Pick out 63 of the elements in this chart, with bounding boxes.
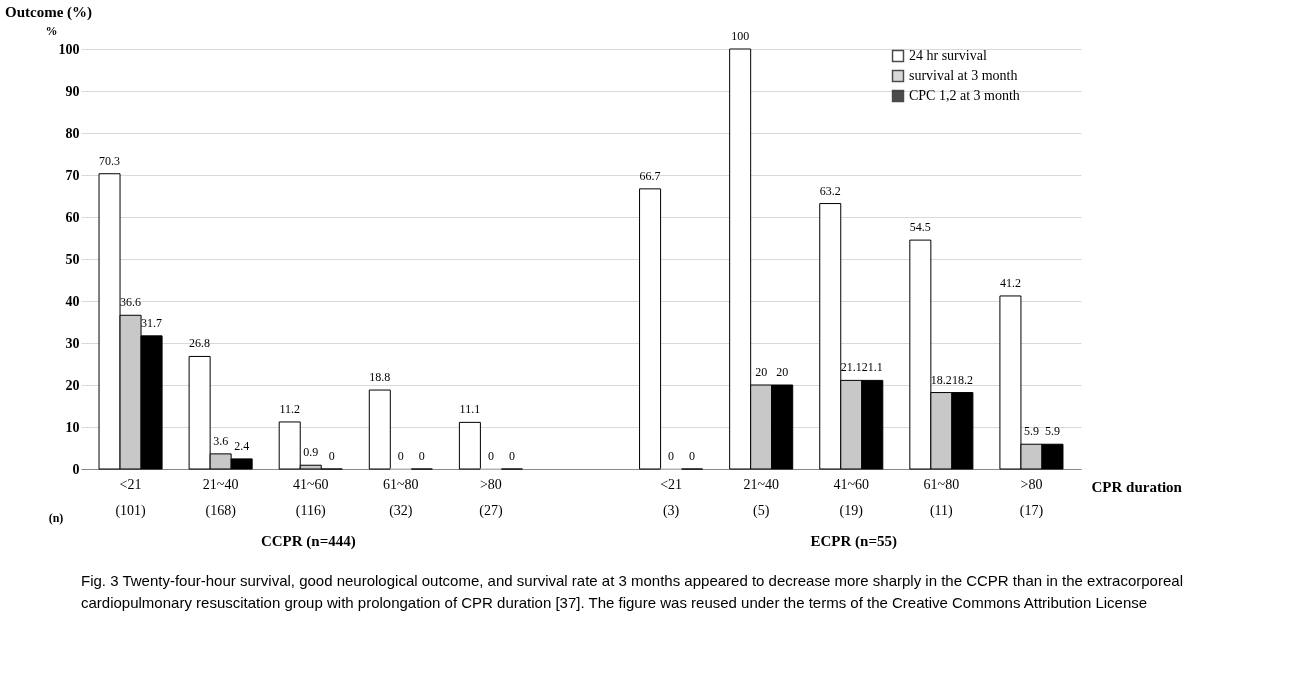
data-label: 2.4 xyxy=(234,438,250,453)
bar xyxy=(639,188,662,470)
x-tick-label: <21 (3) xyxy=(660,476,683,519)
x-tick-label: 61~80 (32) xyxy=(383,476,419,519)
x-tick-label: 41~60 (116) xyxy=(292,476,329,519)
x-tick-label: 41~60 (19) xyxy=(833,476,870,519)
y-tick-label: 50 xyxy=(65,251,80,267)
data-label: 0 xyxy=(508,449,515,463)
data-label: 18.2 xyxy=(951,372,973,387)
data-label: 63.2 xyxy=(819,183,841,198)
data-label: 3.6 xyxy=(213,433,229,448)
data-label: 20 xyxy=(776,365,789,379)
data-label: 20 xyxy=(755,365,768,379)
data-label: 18.8 xyxy=(369,370,391,385)
data-label: 0 xyxy=(689,449,696,463)
text: CCPR (n=444) xyxy=(260,533,356,550)
data-label: 5.9 xyxy=(1023,424,1039,439)
legend-label: CPC 1,2 at 3 month xyxy=(909,88,1020,103)
data-label: 100 xyxy=(731,29,750,43)
y-tick-label: 40 xyxy=(65,293,80,309)
y-tick-label: 70 xyxy=(65,167,80,183)
data-label: 0 xyxy=(397,449,404,463)
x-tick-label: 21~40 (168) xyxy=(202,476,239,519)
data-label: 21.1 xyxy=(840,360,862,375)
legend-label: 24 hr survival xyxy=(909,48,987,63)
data-label: 21.1 xyxy=(861,360,883,375)
data-label: 54.5 xyxy=(909,220,931,235)
data-label: 0.9 xyxy=(303,445,319,460)
y-tick-label: 80 xyxy=(65,125,80,141)
data-label: 0 xyxy=(668,449,675,463)
data-label: 41.2 xyxy=(999,275,1021,290)
data-label: 0 xyxy=(487,449,494,463)
data-label: 66.7 xyxy=(639,168,661,183)
data-label: 5.9 xyxy=(1044,424,1060,439)
x-tick-label: 61~80 (11) xyxy=(923,476,960,519)
data-label: 18.2 xyxy=(930,372,952,387)
data-label: 11.1 xyxy=(459,402,481,417)
y-tick-label: 60 xyxy=(65,209,80,225)
y-tick-label: 10 xyxy=(65,419,80,435)
y-tick-label: 0 xyxy=(72,461,80,477)
text: (n) xyxy=(48,511,64,525)
text: ECPR (n=55) xyxy=(810,533,897,550)
y-tick-label: 30 xyxy=(65,335,80,351)
x-tick-label: >80 (27) xyxy=(479,476,503,519)
data-label: 70.3 xyxy=(99,153,121,168)
data-label: 26.8 xyxy=(189,336,211,351)
x-tick-label: 21~40 (5) xyxy=(743,476,779,519)
caption: Fig. 3 Twenty-four-hour survival, good neurological outcome, and survival rate at 3 months appeared to decrease more sharply in the CCPR than in the extracorporeal cardiopulmonary resuscitation group with prolongation of CPR duration [37]. The figure was reused under the terms of the Creative Commons Attribution License xyxy=(81,572,1183,611)
x-tick-label: >80 (17) xyxy=(1019,476,1044,519)
data-label: 0 xyxy=(418,449,425,463)
bar xyxy=(368,389,391,470)
y-tick-label: 100 xyxy=(58,41,80,57)
data-label: 11.2 xyxy=(279,401,300,416)
chart-title: Outcome (%) xyxy=(5,4,93,21)
x-axis-title: CPR duration xyxy=(1091,478,1183,495)
bar xyxy=(458,421,481,470)
y-tick-label: 90 xyxy=(65,83,80,99)
y-tick-label: 20 xyxy=(65,377,80,393)
legend-label: survival at 3 month xyxy=(909,68,1018,83)
data-label: 36.6 xyxy=(120,295,142,310)
data-label: 0 xyxy=(328,449,335,463)
y-axis-title: % xyxy=(45,23,58,38)
x-tick-label: <21 (101) xyxy=(115,476,147,519)
